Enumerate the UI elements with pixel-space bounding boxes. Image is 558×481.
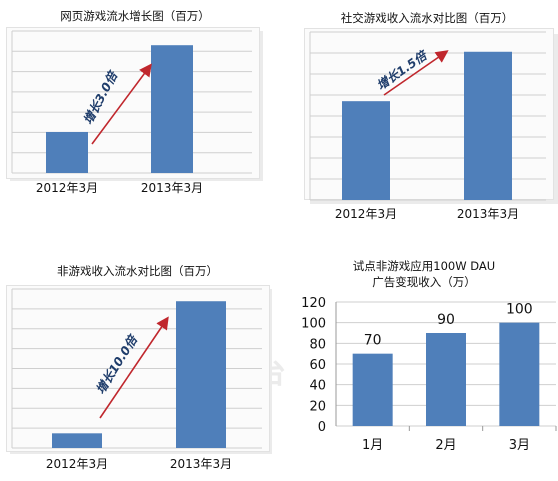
growth-arrow (99, 316, 169, 419)
bar (342, 101, 390, 200)
chart-title: 网页游戏流水增长图（百万） (60, 9, 210, 23)
growth-arrow (91, 63, 152, 145)
y-tick-label: 40 (309, 379, 326, 394)
x-tick-label: 2012年3月 (335, 207, 397, 221)
growth-annotation: 增长3.0倍 (81, 68, 121, 127)
growth-arrow (383, 50, 449, 96)
chart-web-game-revenue: 网页游戏流水增长图（百万） 2012年3月 2013年3月 增长3.0倍 (0, 0, 270, 205)
chart-title: 非游戏收入流水对比图（百万） (57, 264, 218, 278)
y-tick-label: 0 (318, 420, 326, 435)
y-tick-label: 60 (309, 358, 326, 373)
bar (176, 301, 226, 448)
chart-non-game-revenue: 非游戏收入流水对比图（百万） 2012年3月 2013年3月 增长10.0倍 (0, 255, 275, 481)
x-tick-label: 2012年3月 (46, 457, 108, 471)
y-tick-label: 120 (301, 296, 326, 311)
bar-chart-svg: 2012年3月 2013年3月 增长3.0倍 (11, 30, 252, 195)
chart-social-game-revenue: 社交游戏收入流水对比图（百万） 2012年3月 2013年3月 增长1.5倍 (296, 0, 558, 230)
chart-subtitle: 广告变现收入（万） (372, 275, 476, 289)
y-tick-label: 80 (309, 337, 326, 352)
x-tick-label: 2013年3月 (141, 181, 203, 195)
x-tick-label: 2013年3月 (457, 207, 519, 221)
y-tick-label: 100 (301, 317, 326, 332)
data-label: 100 (506, 302, 533, 318)
chart-title: 社交游戏收入流水对比图（百万） (340, 11, 514, 25)
x-tick-label: 1月 (362, 438, 383, 453)
growth-annotation: 增长10.0倍 (93, 332, 141, 397)
chart-ad-revenue: 试点非游戏应用100W DAU 广告变现收入（万） 0 20 40 60 80 100 12… (290, 250, 558, 481)
x-tick-label: 2月 (435, 438, 456, 453)
bar (499, 322, 540, 426)
x-tick-label: 2013年3月 (170, 457, 232, 471)
bar-chart-svg: 0 20 40 60 80 100 120 70 1月 90 2月 100 3月 (301, 296, 557, 453)
bar (151, 45, 193, 174)
data-label: 90 (437, 312, 455, 328)
bar (352, 353, 393, 426)
y-tick-label: 20 (309, 399, 326, 414)
chart-title: 试点非游戏应用100W DAU (352, 259, 496, 273)
bar-chart-svg: 2012年3月 2013年3月 增长1.5倍 (309, 31, 546, 221)
bar (52, 433, 102, 448)
data-label: 70 (364, 333, 382, 349)
x-tick-label: 2012年3月 (36, 181, 98, 195)
growth-annotation: 增长1.5倍 (374, 47, 431, 92)
x-tick-label: 3月 (509, 438, 530, 453)
bar (46, 131, 88, 173)
bar-chart-svg: 2012年3月 2013年3月 增长10.0倍 (11, 288, 262, 471)
bar (464, 51, 512, 200)
bar (426, 333, 466, 426)
